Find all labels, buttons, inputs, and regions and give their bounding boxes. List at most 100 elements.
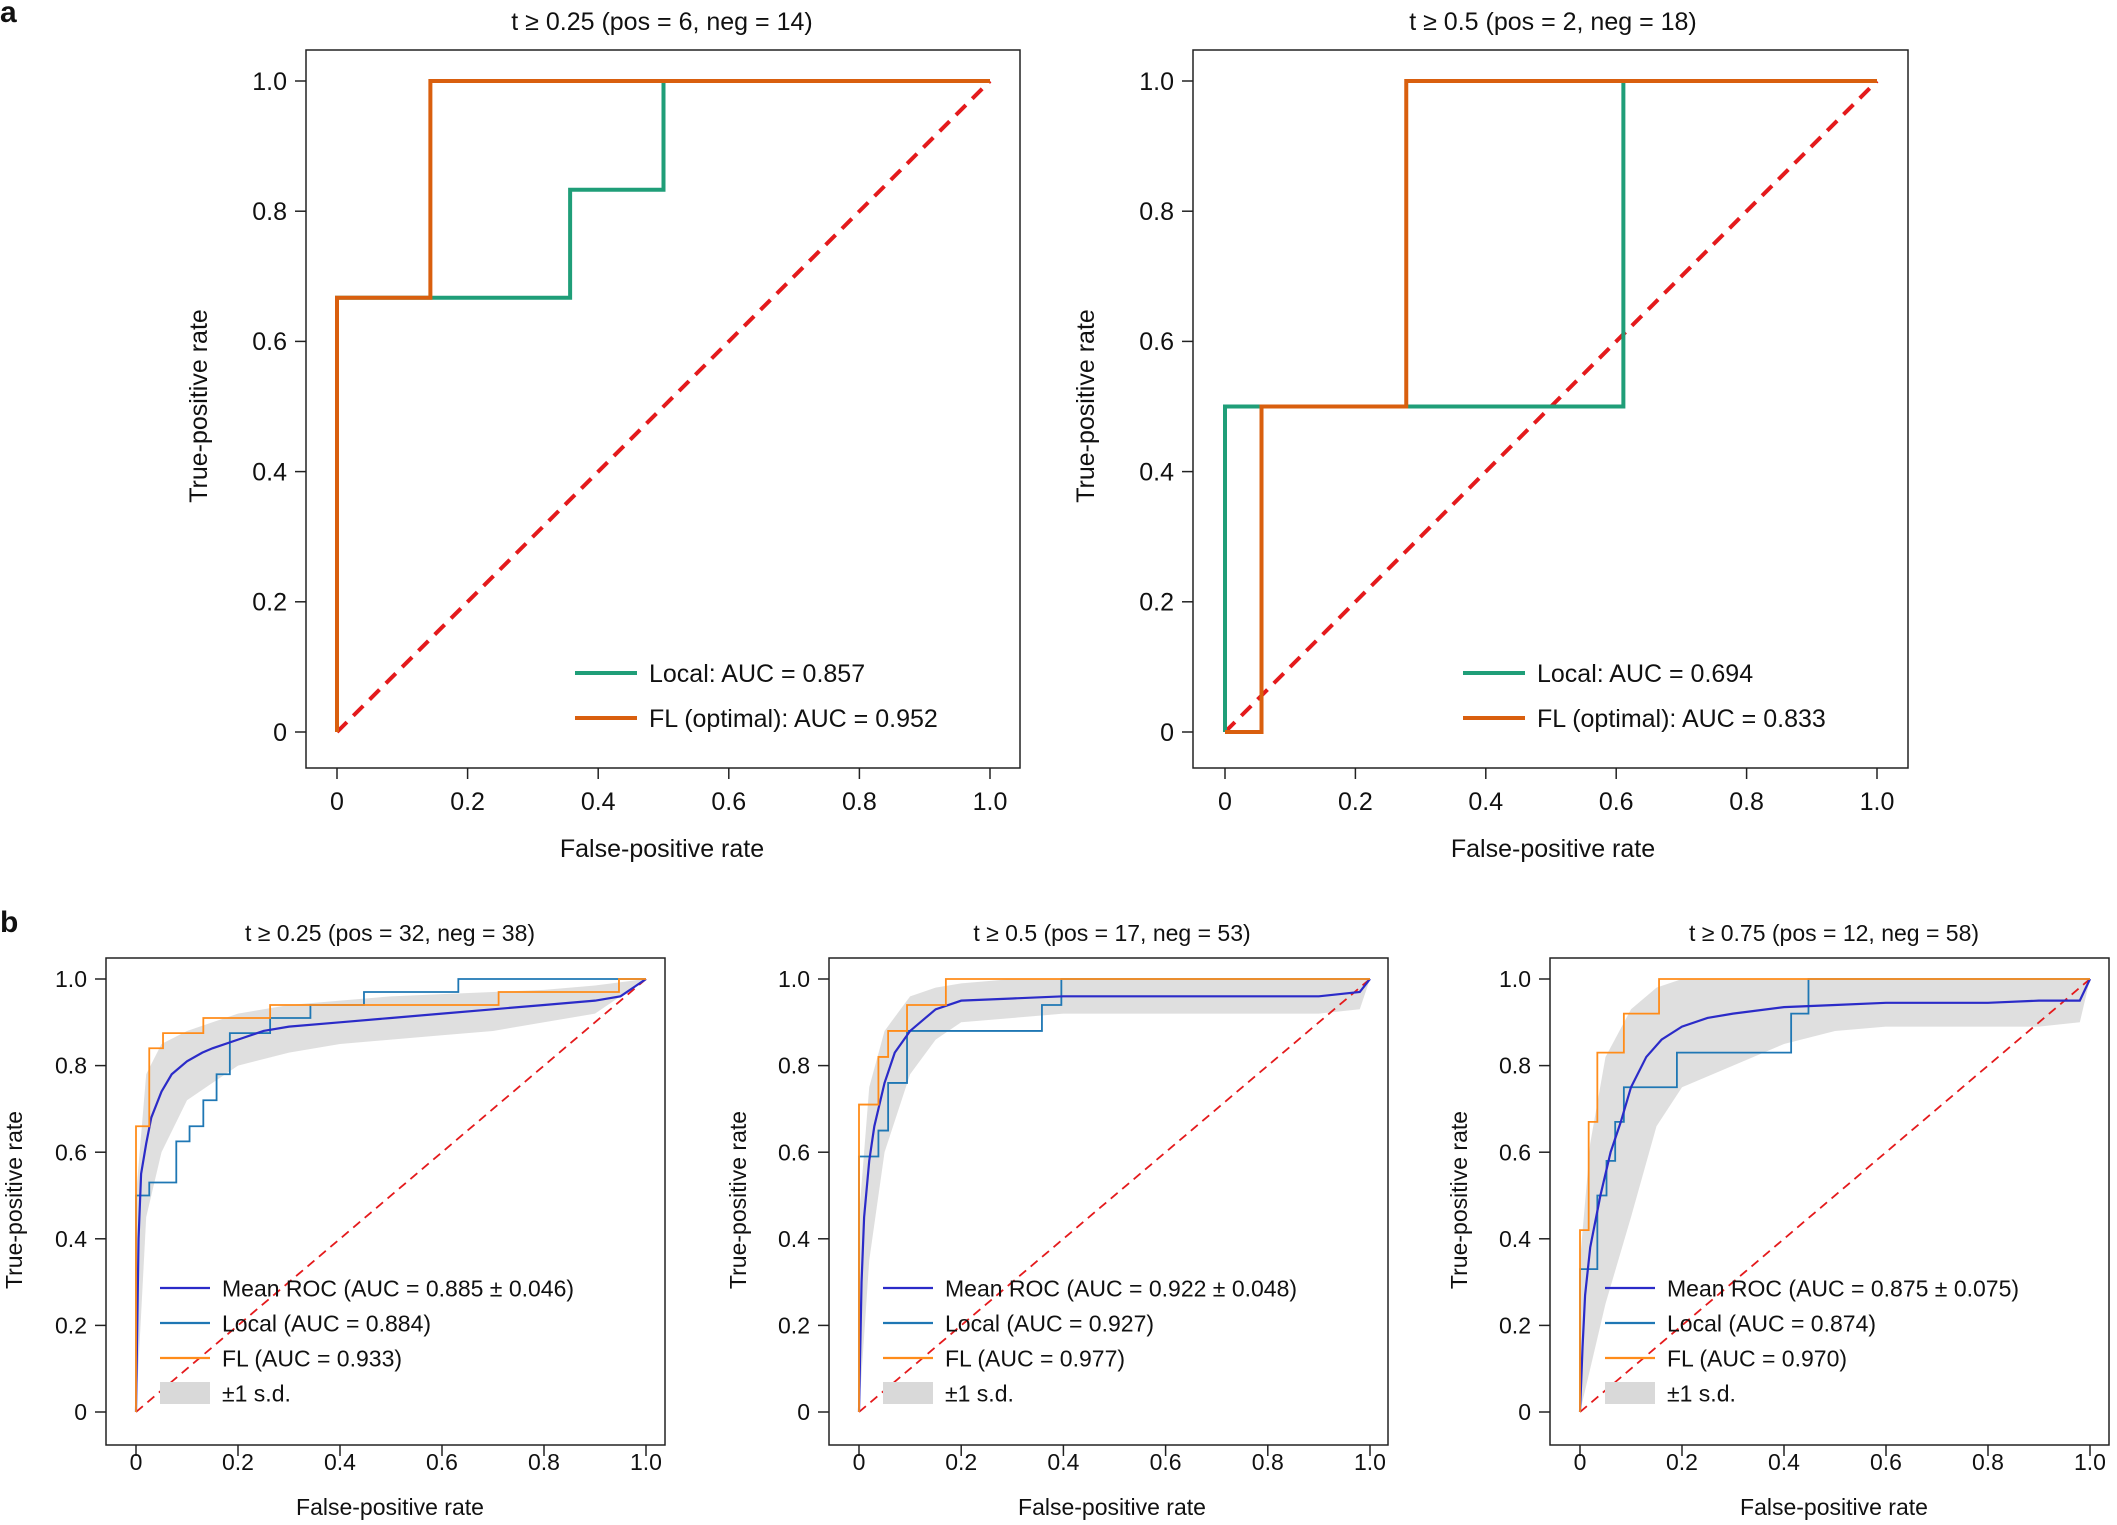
x-tick-label: 0.6 (711, 788, 746, 816)
y-tick-label: 0.8 (252, 198, 287, 226)
chart-title: t ≥ 0.25 (pos = 6, neg = 14) (511, 8, 812, 36)
plot-frame (105, 957, 666, 1446)
legend-label: FL (AUC = 0.970) (1667, 1345, 1847, 1371)
legend-swatch-band (160, 1382, 210, 1404)
legend-label: Local: AUC = 0.694 (1537, 660, 1753, 688)
x-tick-label: 0.2 (945, 1449, 977, 1475)
legend-label: Mean ROC (AUC = 0.922 ± 0.048) (945, 1275, 1297, 1301)
legend-label: FL (AUC = 0.977) (945, 1345, 1125, 1371)
y-tick-label: 0.6 (778, 1139, 810, 1165)
y-tick-label: 0.4 (1139, 458, 1174, 486)
x-tick-label: 0.6 (1150, 1449, 1182, 1475)
legend-label: FL (optimal): AUC = 0.833 (1537, 705, 1826, 733)
x-tick-label: 0.6 (426, 1449, 458, 1475)
series-line-2 (135, 978, 646, 1412)
y-tick-label: 0.2 (252, 589, 287, 617)
chart-title: t ≥ 0.5 (pos = 17, neg = 53) (973, 920, 1250, 946)
x-axis-label: False-positive rate (1451, 835, 1655, 863)
x-tick-label: 0.2 (1338, 788, 1373, 816)
y-tick-label: 1.0 (1139, 68, 1174, 96)
x-tick-label: 0.4 (1768, 1449, 1800, 1475)
x-tick-label: 0.8 (842, 788, 877, 816)
x-tick-label: 1.0 (630, 1449, 662, 1475)
roc-panel-1: t ≥ 0.25 (pos = 6, neg = 14) 0 0.2 0.4 0.6 0.… (185, 8, 1021, 863)
y-tick-label: 1.0 (55, 966, 87, 992)
x-tick-label: 1.0 (1354, 1449, 1386, 1475)
series-line-3 (1579, 978, 2090, 1412)
plot-frame (828, 957, 1389, 1446)
y-tick-label: 0 (1518, 1399, 1531, 1425)
y-tick-label: 0.4 (55, 1226, 87, 1252)
chart-title: t ≥ 0.25 (pos = 32, neg = 38) (245, 920, 535, 946)
y-tick-label: 0 (1160, 719, 1174, 747)
series-line-2 (858, 978, 1370, 1412)
chance-diagonal-line (1579, 978, 2091, 1413)
legend-label: Local (AUC = 0.927) (945, 1310, 1154, 1336)
series-line-1 (134, 978, 647, 1413)
x-tick-label: 0.4 (1468, 788, 1503, 816)
x-tick-label: 0.6 (1599, 788, 1634, 816)
roc-panel-3: t ≥ 0.25 (pos = 32, neg = 38) 0 0.2 0.4 0.6 0… (1, 920, 666, 1520)
x-tick-label: 1.0 (1860, 788, 1895, 816)
y-tick-label: 0.8 (778, 1053, 810, 1079)
chance-diagonal-line (335, 79, 992, 734)
series-line-1 (857, 978, 1371, 1413)
x-tick-label: 0.8 (1729, 788, 1764, 816)
legend-label: FL (optimal): AUC = 0.952 (649, 705, 938, 733)
series-line-2 (1225, 79, 1877, 734)
x-tick-label: 0 (130, 1449, 143, 1475)
y-axis-label: True-positive rate (185, 309, 213, 503)
x-tick-label: 0 (1218, 788, 1232, 816)
x-tick-label: 0.4 (1047, 1449, 1079, 1475)
y-tick-label: 0.6 (1139, 328, 1174, 356)
y-axis-label: True-positive rate (1446, 1111, 1472, 1289)
x-tick-label: 0 (1574, 1449, 1587, 1475)
series-line-3 (858, 978, 1370, 1412)
y-tick-label: 0 (74, 1399, 87, 1425)
legend-label-band: ±1 s.d. (1667, 1380, 1736, 1406)
x-tick-label: 0.2 (1666, 1449, 1698, 1475)
chart-title: t ≥ 0.75 (pos = 12, neg = 58) (1689, 920, 1979, 946)
legend-label: Local (AUC = 0.874) (1667, 1310, 1876, 1336)
x-tick-label: 0.8 (1972, 1449, 2004, 1475)
y-tick-label: 0.6 (252, 328, 287, 356)
y-tick-label: 0.2 (778, 1312, 810, 1338)
x-tick-label: 0.6 (1870, 1449, 1902, 1475)
y-tick-label: 1.0 (1499, 966, 1531, 992)
series-line-3 (135, 978, 646, 1412)
sd-band (859, 979, 1370, 1412)
legend-label: Local (AUC = 0.884) (222, 1310, 431, 1336)
y-tick-label: 0.2 (1499, 1312, 1531, 1338)
y-tick-label: 1.0 (252, 68, 287, 96)
legend-label: Mean ROC (AUC = 0.875 ± 0.075) (1667, 1275, 2019, 1301)
x-tick-label: 0.8 (1252, 1449, 1284, 1475)
chance-diagonal-line (135, 978, 647, 1413)
legend-label: Mean ROC (AUC = 0.885 ± 0.046) (222, 1275, 574, 1301)
x-tick-label: 0.4 (324, 1449, 356, 1475)
legend-label-band: ±1 s.d. (222, 1380, 291, 1406)
series-line-2 (1579, 978, 2090, 1412)
chart-title: t ≥ 0.5 (pos = 2, neg = 18) (1409, 8, 1697, 36)
panel-label-a: a (0, 0, 17, 29)
y-tick-label: 0.2 (55, 1312, 87, 1338)
roc-panel-4: t ≥ 0.5 (pos = 17, neg = 53) 0 0.2 0.4 0.6 0.… (725, 920, 1389, 1520)
x-axis-label: False-positive rate (1740, 1494, 1928, 1520)
plot-frame (1192, 49, 1909, 769)
y-tick-label: 0.4 (1499, 1226, 1531, 1252)
y-tick-label: 0 (797, 1399, 810, 1425)
x-tick-label: 1.0 (973, 788, 1008, 816)
series-line-2 (335, 79, 990, 732)
y-tick-label: 0.8 (1499, 1053, 1531, 1079)
chance-diagonal-line (858, 978, 1371, 1413)
x-tick-label: 0.2 (450, 788, 485, 816)
y-tick-label: 0.2 (1139, 589, 1174, 617)
roc-panel-2: t ≥ 0.5 (pos = 2, neg = 18) 0 0.2 0.4 0.6 0.8… (1072, 8, 1909, 863)
y-tick-label: 0.6 (55, 1139, 87, 1165)
panel-label-b: b (0, 906, 19, 939)
series-line-1 (1578, 978, 2091, 1413)
x-tick-label: 0.8 (528, 1449, 560, 1475)
legend-label: Local: AUC = 0.857 (649, 660, 865, 688)
y-tick-label: 0.4 (778, 1226, 810, 1252)
legend-swatch-band (1605, 1382, 1655, 1404)
